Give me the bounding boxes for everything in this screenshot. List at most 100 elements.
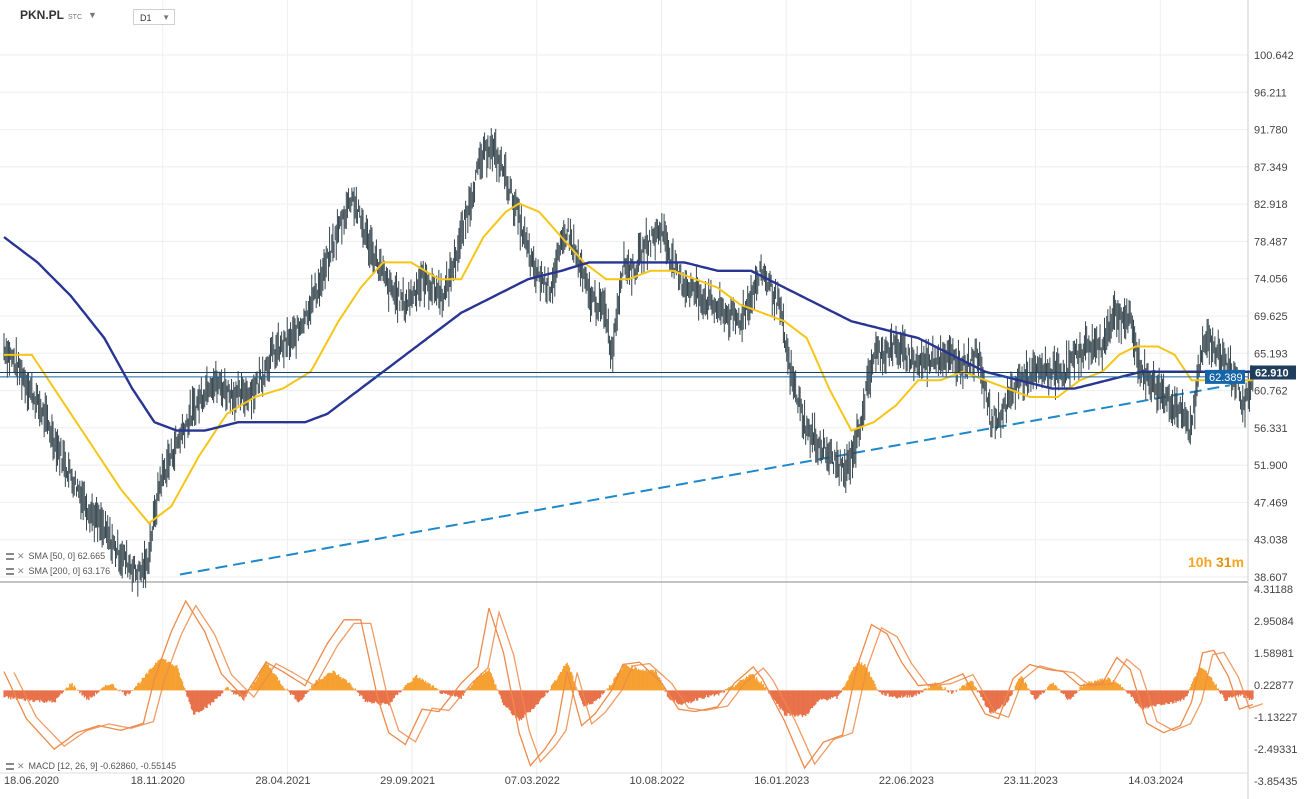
macd-lines	[3, 599, 1264, 770]
date-tick-label: 16.01.2023	[754, 775, 809, 787]
macd-hist-bar	[313, 683, 315, 691]
macd-hist-bar	[172, 665, 175, 691]
macd-hist-bar	[242, 690, 244, 700]
macd-hist-bar	[1209, 676, 1212, 691]
macd-hist-bar	[1076, 690, 1078, 694]
macd-hist-bar	[160, 659, 163, 691]
candle-timer: 10h 31m	[1188, 554, 1245, 570]
macd-hist-bar	[1084, 684, 1087, 691]
macd-hist-bar	[1078, 690, 1080, 692]
macd-hist-bar	[211, 690, 214, 703]
date-tick-label: 22.06.2023	[879, 775, 934, 787]
macd-hist-bar	[1102, 681, 1105, 691]
macd-hist-bar	[306, 690, 309, 693]
price-tick-label: 78.487	[1254, 236, 1288, 248]
macd-hist-bar	[873, 680, 875, 691]
macd-hist-bar	[1121, 686, 1124, 691]
macd-hist-bar	[21, 690, 23, 700]
macd-hist-bar	[623, 663, 625, 691]
macd-hist-bar	[870, 677, 873, 691]
sma50-legend[interactable]: ✕ SMA [50, 0] 62.665	[6, 551, 105, 562]
macd-hist-bar	[641, 670, 643, 691]
macd-hist-bar	[1242, 690, 1244, 695]
macd-hist-bar	[847, 679, 849, 691]
macd-hist-bar	[553, 682, 555, 691]
macd-hist-bar	[244, 690, 246, 698]
macd-hist-bar	[712, 690, 714, 695]
price-tick-label: 91.780	[1254, 125, 1288, 137]
macd-hist-bar	[980, 690, 982, 697]
macd-hist-bar	[419, 677, 421, 691]
macd-hist-bar	[903, 690, 905, 697]
settings-icon[interactable]	[6, 763, 14, 771]
macd-hist-bar	[1001, 690, 1003, 705]
signal-line	[13, 604, 1264, 766]
settings-icon[interactable]	[6, 568, 14, 576]
macd-hist-bar	[1202, 668, 1204, 691]
macd-hist-bar	[1003, 690, 1005, 707]
macd-hist-bar	[1074, 690, 1077, 694]
macd-hist-bar	[48, 690, 50, 701]
macd-hist-bar	[332, 670, 334, 691]
macd-hist-bar	[837, 690, 839, 696]
macd-hist-bar	[774, 690, 777, 702]
macd-hist-bar	[1132, 690, 1135, 699]
macd-hist-bar	[1035, 690, 1038, 699]
trendline	[179, 384, 1231, 576]
macd-hist-bar	[283, 688, 285, 691]
macd-hist-bar	[268, 667, 271, 691]
macd-hist-bar	[1161, 690, 1164, 705]
macd-hist-bar	[499, 690, 501, 696]
macd-hist-bar	[793, 690, 796, 717]
macd-hist-bar	[1226, 690, 1228, 701]
macd-hist-bar	[972, 681, 974, 691]
macd-hist-bar	[1147, 690, 1149, 709]
macd-hist-bar	[100, 688, 102, 691]
macd-hist-bar	[320, 679, 322, 691]
macd-hist-bar	[508, 690, 510, 710]
macd-hist-bar	[1026, 688, 1029, 691]
macd-hist-bar	[923, 688, 925, 691]
macd-hist-bar	[341, 679, 343, 691]
timeframe-select[interactable]: D1 ▼	[133, 9, 175, 25]
macd-hist-bar	[645, 669, 648, 691]
close-icon[interactable]: ✕	[17, 566, 25, 576]
settings-icon[interactable]	[6, 553, 14, 561]
macd-hist-bar	[916, 690, 918, 693]
macd-hist-bar	[457, 690, 459, 697]
price-tick-label: 87.349	[1254, 162, 1288, 174]
macd-hist-bar	[446, 690, 448, 694]
macd-hist-bar	[835, 690, 837, 697]
macd-hist-bar	[136, 686, 138, 691]
macd-hist-bar	[350, 684, 352, 691]
sma200-legend[interactable]: ✕ SMA [200, 0] 63.176	[6, 566, 110, 577]
macd-hist-bar	[356, 690, 359, 693]
macd-hist-bar	[101, 687, 103, 691]
macd-hist-bar	[817, 690, 819, 702]
macd-hist-bar	[156, 662, 158, 691]
macd-hist-bar	[1224, 690, 1226, 702]
macd-hist-bar	[1145, 690, 1147, 709]
macd-hist-bar	[1200, 668, 1203, 691]
macd-hist-bar	[886, 690, 888, 694]
macd-hist-bar	[670, 690, 672, 701]
macd-tick-label: 4.31188	[1254, 584, 1293, 596]
macd-hist-bar	[695, 690, 698, 701]
symbol-dropdown-icon[interactable]: ▼	[88, 10, 97, 20]
close-icon[interactable]: ✕	[17, 761, 25, 771]
macd-hist-bar	[6, 690, 9, 697]
macd-hist-bar	[1053, 685, 1056, 691]
macd-hist-bar	[215, 690, 217, 699]
macd-hist-bar	[1199, 667, 1202, 691]
macd-hist-bar	[1055, 686, 1058, 691]
macd-hist-bar	[461, 690, 464, 696]
macd-legend[interactable]: ✕ MACD [12, 26, 9] -0.62860, -0.55145	[6, 761, 176, 772]
macd-hist-bar	[597, 690, 600, 699]
macd-hist-bar	[828, 690, 830, 699]
macd-hist-bar	[1207, 675, 1209, 691]
symbol-label[interactable]: PKN.PL STC	[20, 8, 83, 22]
close-icon[interactable]: ✕	[17, 551, 25, 561]
macd-hist-bar	[663, 687, 665, 691]
macd-hist-bar	[711, 690, 713, 695]
